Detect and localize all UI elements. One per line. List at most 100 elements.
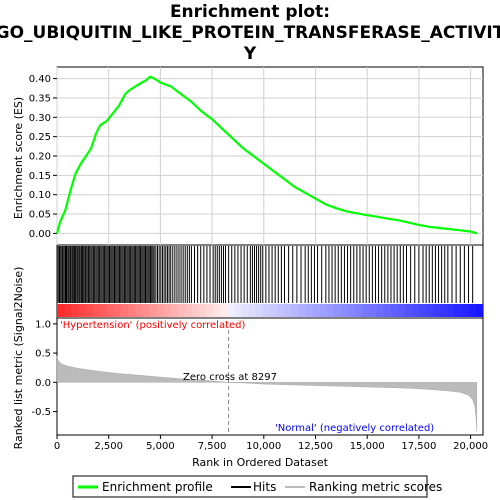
- es-ytick-label: 0.40: [29, 74, 51, 85]
- es-y-axis-label: Enrichment score (ES): [12, 97, 25, 219]
- metric-ytick-label: -0.5: [31, 407, 51, 418]
- color-bar-segment: [242, 304, 250, 317]
- es-ytick-label: 0.15: [29, 171, 51, 182]
- color-bar-segment: [341, 304, 349, 317]
- color-bar-segment: [100, 304, 108, 317]
- color-bar-segment: [384, 304, 392, 317]
- color-bar-segment: [398, 304, 406, 317]
- color-bar-segment: [419, 304, 427, 317]
- metric-ytick-label: 0.5: [35, 349, 51, 360]
- color-bar-segment: [405, 304, 413, 317]
- color-bar-segment: [206, 304, 214, 317]
- color-bar-segment: [256, 304, 264, 317]
- es-ytick-label: 0.30: [29, 113, 51, 124]
- color-bar-segment: [78, 304, 86, 317]
- color-bar-segment: [327, 304, 335, 317]
- positive-class-label: 'Hypertension' (positively correlated): [60, 320, 246, 331]
- color-bar-segment: [93, 304, 101, 317]
- rank-color-bar: [57, 304, 484, 317]
- negative-class-label: 'Normal' (negatively correlated): [275, 423, 434, 434]
- es-ytick-label: 0.05: [29, 210, 51, 221]
- es-ytick-label: 0.20: [29, 152, 51, 163]
- xtick-label: 10,000: [246, 441, 281, 452]
- color-bar-segment: [128, 304, 136, 317]
- xtick-label: 2,500: [94, 441, 123, 452]
- color-bar-segment: [440, 304, 448, 317]
- color-bar-segment: [270, 304, 278, 317]
- color-bar-segment: [476, 304, 484, 317]
- chart-title-line-3: Y: [243, 44, 257, 64]
- legend-label-hits: Hits: [253, 480, 276, 494]
- es-ytick-label: 0.10: [29, 190, 51, 201]
- color-bar-segment: [455, 304, 463, 317]
- xtick-label: 20,000: [453, 441, 488, 452]
- color-bar-segment: [171, 304, 179, 317]
- color-bar-segment: [277, 304, 285, 317]
- zero-cross-label: Zero cross at 8297: [183, 372, 277, 383]
- x-axis: 0 2,500 5,000 7,500 10,000 12,500 15,000 17,500…: [54, 435, 488, 452]
- color-bar-segment: [263, 304, 271, 317]
- hit-markers: [58, 246, 472, 303]
- chart-title-line-1: Enrichment plot:: [170, 2, 330, 22]
- xtick-label: 17,500: [401, 441, 436, 452]
- color-bar-segment: [185, 304, 193, 317]
- legend-label-ranking: Ranking metric scores: [309, 480, 442, 494]
- color-bar-segment: [334, 304, 342, 317]
- color-bar-segment: [64, 304, 72, 317]
- color-bar-segment: [369, 304, 377, 317]
- color-bar-segment: [313, 304, 321, 317]
- color-bar-segment: [298, 304, 306, 317]
- x-axis-label: Rank in Ordered Dataset: [192, 456, 329, 469]
- legend-label-enrichment: Enrichment profile: [102, 480, 213, 494]
- color-bar-segment: [156, 304, 164, 317]
- color-bar-segment: [469, 304, 477, 317]
- xtick-label: 12,500: [298, 441, 333, 452]
- color-bar-segment: [462, 304, 470, 317]
- chart-title-line-2: GO_UBIQUITIN_LIKE_PROTEIN_TRANSFERASE_AC…: [0, 23, 500, 43]
- color-bar-segment: [320, 304, 328, 317]
- color-bar-segment: [213, 304, 221, 317]
- color-bar-segment: [71, 304, 79, 317]
- color-bar-segment: [433, 304, 441, 317]
- color-bar-segment: [192, 304, 200, 317]
- es-ytick-label: 0.25: [29, 132, 51, 143]
- color-bar-segment: [412, 304, 420, 317]
- color-bar-segment: [107, 304, 115, 317]
- color-bar-segment: [235, 304, 243, 317]
- color-bar-segment: [291, 304, 299, 317]
- xtick-label: 7,500: [198, 441, 227, 452]
- color-bar-segment: [249, 304, 257, 317]
- metric-y-axis-label: Ranked list metric (Signal2Noise): [12, 267, 25, 450]
- color-bar-segment: [164, 304, 172, 317]
- color-bar-segment: [57, 304, 65, 317]
- color-bar-segment: [121, 304, 129, 317]
- color-bar-segment: [149, 304, 157, 317]
- color-bar-segment: [220, 304, 228, 317]
- color-bar-segment: [199, 304, 207, 317]
- color-bar-segment: [284, 304, 292, 317]
- color-bar-segment: [355, 304, 363, 317]
- metric-ytick-label: 1.0: [35, 319, 51, 330]
- color-bar-segment: [227, 304, 235, 317]
- xtick-label: 0: [54, 441, 60, 452]
- color-bar-segment: [362, 304, 370, 317]
- es-ytick-label: 0.35: [29, 93, 51, 104]
- color-bar-segment: [426, 304, 434, 317]
- color-bar-segment: [114, 304, 122, 317]
- es-y-axis: 0.00 0.05 0.10 0.15 0.20 0.25 0.30 0.35 0.40: [29, 74, 57, 240]
- color-bar-segment: [178, 304, 186, 317]
- color-bar-segment: [377, 304, 385, 317]
- xtick-label: 15,000: [350, 441, 385, 452]
- color-bar-segment: [348, 304, 356, 317]
- xtick-label: 5,000: [146, 441, 175, 452]
- color-bar-segment: [391, 304, 399, 317]
- color-bar-segment: [448, 304, 456, 317]
- color-bar-segment: [142, 304, 150, 317]
- metric-ytick-label: 0.0: [35, 378, 51, 389]
- metric-y-axis: -0.5 0.0 0.5 1.0: [31, 319, 57, 418]
- es-ytick-label: 0.00: [29, 229, 51, 240]
- color-bar-segment: [135, 304, 143, 317]
- color-bar-segment: [85, 304, 93, 317]
- color-bar-segment: [306, 304, 314, 317]
